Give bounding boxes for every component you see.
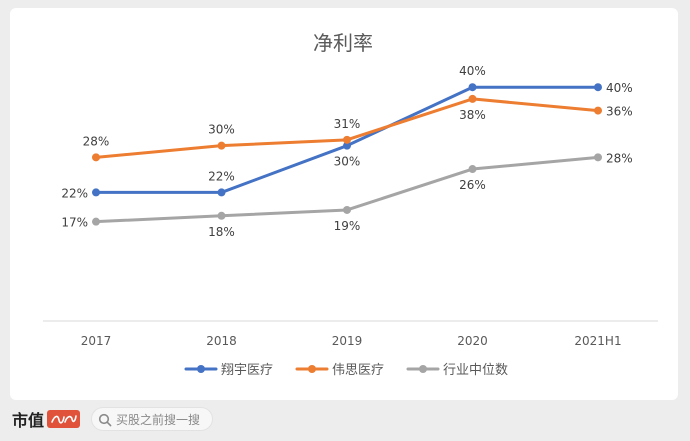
data-point — [92, 188, 100, 197]
data-label: 18% — [208, 225, 235, 239]
data-point — [217, 188, 226, 197]
data-label: 30% — [334, 155, 361, 169]
footer-bar: 市值 买股之前搜一搜 — [0, 400, 690, 441]
data-point — [468, 165, 477, 174]
data-point — [343, 135, 351, 144]
search-placeholder: 买股之前搜一搜 — [116, 412, 201, 427]
chart-title: 净利率 — [313, 31, 373, 55]
series-3: 17% 18% 19% 26% 28% — [61, 151, 632, 238]
data-label: 30% — [208, 123, 235, 137]
brand-logo[interactable]: 市值 — [12, 407, 81, 431]
legend: 翔宇医疗 伟思医疗 行业中位数 — [184, 363, 508, 378]
data-point — [594, 153, 602, 162]
data-point — [217, 211, 226, 220]
legend-swatch-marker — [419, 365, 427, 373]
data-label: 19% — [334, 219, 361, 233]
legend-label: 伟思医疗 — [332, 363, 384, 378]
data-label: 28% — [83, 134, 110, 148]
net-margin-line-chart: 净利率 2017 2018 2019 2020 2021H1 22% 22% 30% 40% 4… — [43, 31, 658, 378]
data-label: 22% — [61, 186, 88, 200]
data-label: 38% — [459, 108, 486, 122]
legend-item: 伟思医疗 — [295, 363, 384, 378]
data-point — [92, 217, 100, 226]
data-label: 36% — [606, 105, 633, 119]
data-point — [217, 141, 226, 150]
series-1: 22% 22% 30% 40% 40% — [61, 64, 632, 200]
data-label: 22% — [208, 169, 235, 183]
legend-label: 行业中位数 — [443, 363, 508, 378]
x-tick-label: 2020 — [457, 334, 488, 348]
data-point — [468, 83, 477, 92]
search-icon — [98, 412, 112, 427]
x-axis-tick-labels: 2017 2018 2019 2020 2021H1 — [81, 334, 622, 348]
data-label: 31% — [334, 117, 361, 131]
legend-item: 翔宇医疗 — [184, 363, 273, 378]
data-point — [343, 205, 351, 214]
data-label: 26% — [459, 178, 486, 192]
data-label: 40% — [606, 81, 633, 95]
legend-item: 行业中位数 — [406, 363, 508, 378]
data-point — [594, 106, 602, 115]
x-tick-label: 2017 — [81, 334, 112, 348]
legend-swatch-marker — [197, 365, 205, 373]
series-layer: 22% 22% 30% 40% 40% 28% 30% 31% 38% 36% 17% 18% 19% 2… — [61, 64, 632, 239]
data-point — [594, 83, 602, 92]
data-label: 28% — [606, 151, 633, 165]
legend-swatch-marker — [308, 365, 316, 373]
data-label: 40% — [459, 64, 486, 78]
search-box[interactable]: 买股之前搜一搜 — [91, 407, 213, 431]
series-2: 28% 30% 31% 38% 36% — [83, 94, 633, 162]
legend-label: 翔宇医疗 — [221, 363, 273, 378]
data-point — [468, 94, 477, 103]
brand-seal-icon — [47, 410, 81, 428]
data-label: 17% — [61, 216, 88, 230]
x-tick-label: 2021H1 — [574, 334, 621, 348]
brand-name: 市值 — [12, 411, 45, 430]
data-point — [92, 153, 100, 162]
x-tick-label: 2019 — [332, 334, 363, 348]
data-point — [343, 141, 351, 150]
chart-card: 净利率 2017 2018 2019 2020 2021H1 22% 22% 30% 40% 4… — [10, 8, 678, 400]
x-tick-label: 2018 — [206, 334, 237, 348]
